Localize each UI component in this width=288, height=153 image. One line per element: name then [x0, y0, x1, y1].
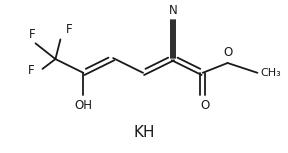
Text: OH: OH — [74, 99, 92, 112]
Text: CH₃: CH₃ — [260, 68, 281, 78]
Text: F: F — [29, 28, 36, 41]
Text: N: N — [168, 4, 177, 17]
Text: KH: KH — [133, 125, 155, 140]
Text: F: F — [65, 24, 72, 37]
Text: F: F — [28, 64, 35, 77]
Text: O: O — [223, 46, 232, 59]
Text: O: O — [200, 99, 209, 112]
